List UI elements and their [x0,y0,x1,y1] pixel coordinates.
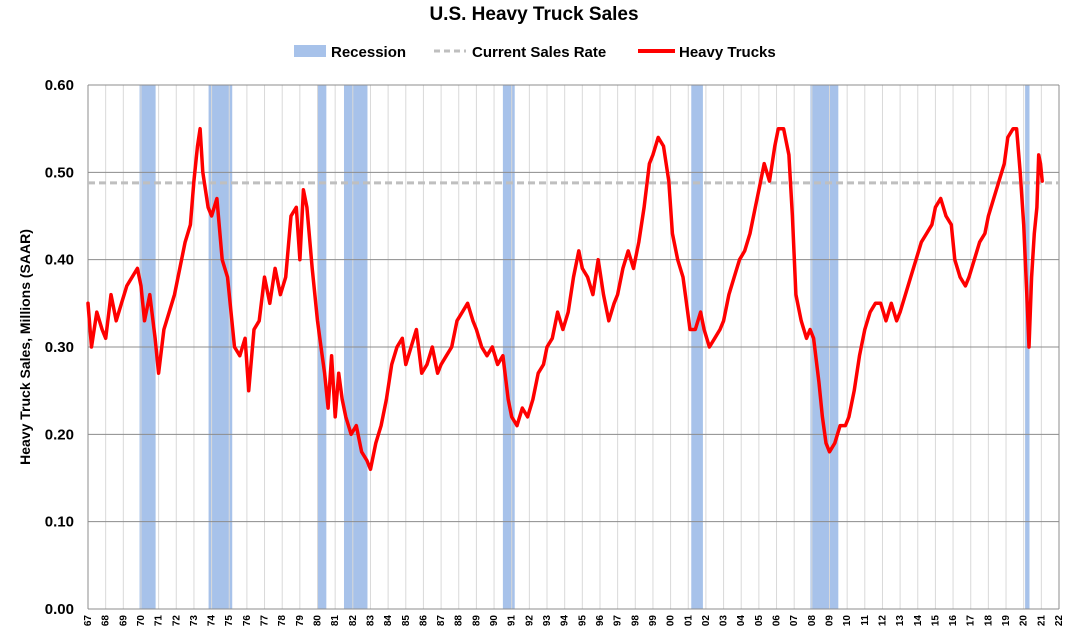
x-tick-label-24: 91 [507,615,518,627]
x-tick-label-0: 67 [83,615,94,627]
x-tick-label-45: 12 [878,615,889,627]
x-tick-label-2: 69 [118,615,129,627]
x-tick-label-47: 14 [913,615,924,627]
y-tick-label-2: 0.20 [45,426,74,443]
x-tick-label-41: 08 [807,615,818,627]
x-tick-label-10: 77 [260,615,271,627]
grid [87,84,1060,610]
x-tick-label-23: 90 [489,615,500,627]
x-tick-label-46: 13 [895,615,906,627]
x-tick-label-1: 68 [101,615,112,627]
x-tick-label-36: 03 [719,615,730,627]
y-tick-label-6: 0.60 [45,77,74,94]
x-tick-label-25: 92 [524,615,535,627]
legend: Recession Current Sales Rate Heavy Truck… [294,44,776,61]
x-tick-label-11: 78 [277,615,288,627]
x-tick-label-30: 97 [613,615,624,627]
y-tick-label-0: 0.00 [45,601,74,618]
x-tick-label-26: 93 [542,615,553,627]
x-tick-label-22: 89 [471,615,482,627]
x-tick-label-43: 10 [842,615,853,627]
x-ticks: 67 68 69 70 71 72 73 74 75 76 77 78 79 80 81 82 83 84 85 86… [83,615,1065,627]
x-tick-label-13: 80 [313,615,324,627]
x-tick-label-18: 85 [401,615,412,627]
chart-title: U.S. Heavy Truck Sales [429,4,638,25]
x-tick-label-51: 18 [983,615,994,627]
y-tick-label-3: 0.30 [45,339,74,356]
x-tick-label-16: 83 [366,615,377,627]
x-tick-label-6: 73 [189,615,200,627]
x-tick-label-40: 07 [789,615,800,627]
x-tick-label-48: 15 [930,615,941,627]
y-tick-label-5: 0.50 [45,164,74,181]
y-axis-label: Heavy Truck Sales, Millions (SAAR) [17,229,33,465]
x-tick-label-29: 96 [595,615,606,627]
x-tick-label-5: 72 [171,615,182,627]
x-tick-label-20: 87 [436,615,447,627]
x-tick-label-31: 98 [630,615,641,627]
x-tick-label-21: 88 [454,615,465,627]
x-tick-label-8: 75 [224,615,235,627]
legend-heavy-trucks-label: Heavy Trucks [679,44,776,61]
x-tick-label-12: 79 [295,615,306,627]
legend-recession-label: Recession [331,44,406,61]
series-line-heavy-trucks [86,126,1044,472]
x-tick-label-39: 06 [772,615,783,627]
x-tick-label-4: 71 [154,615,165,627]
x-tick-label-28: 95 [577,615,588,627]
x-tick-label-19: 86 [418,615,429,627]
x-tick-label-9: 76 [242,615,253,627]
x-tick-label-3: 70 [136,615,147,627]
x-tick-label-33: 00 [666,615,677,627]
y-tick-label-1: 0.10 [45,514,74,531]
legend-recession-swatch [294,45,326,57]
y-ticks: 0.00 0.10 0.20 0.30 0.40 0.50 0.60 [45,77,74,618]
x-tick-label-7: 74 [207,615,218,627]
x-tick-label-15: 82 [348,615,359,627]
x-tick-label-35: 02 [701,615,712,627]
x-tick-label-32: 99 [648,615,659,627]
x-tick-label-17: 84 [383,615,394,627]
x-tick-label-37: 04 [736,615,747,627]
x-tick-label-27: 94 [560,615,571,627]
x-tick-label-52: 19 [1001,615,1012,627]
x-tick-label-14: 81 [330,615,341,627]
legend-current-rate-label: Current Sales Rate [472,44,606,61]
x-tick-label-54: 21 [1036,615,1047,627]
series-layer [86,126,1044,472]
x-tick-label-55: 22 [1054,615,1065,627]
x-tick-label-44: 11 [860,615,871,626]
x-tick-label-38: 05 [754,615,765,627]
y-tick-label-4: 0.40 [45,252,74,269]
x-tick-label-49: 16 [948,615,959,627]
x-tick-label-42: 09 [825,615,836,627]
x-tick-label-53: 20 [1019,615,1030,627]
x-tick-label-34: 01 [683,615,694,627]
x-tick-label-50: 17 [966,615,977,627]
